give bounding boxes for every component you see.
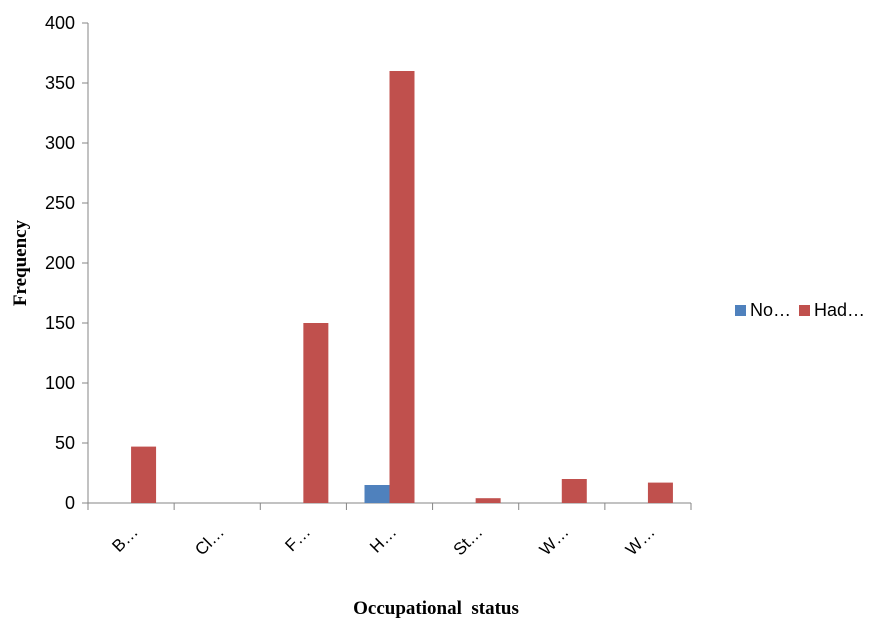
legend-swatch-series-1 — [735, 305, 746, 316]
bar-series-2 — [131, 446, 157, 503]
bar-series-2 — [475, 498, 501, 503]
legend: No… Had… — [735, 300, 873, 321]
y-tick-label: 150 — [45, 313, 75, 333]
y-tick-label: 300 — [45, 133, 75, 153]
x-category-label: W… — [536, 522, 573, 559]
y-tick-label: 400 — [45, 13, 75, 33]
bars — [131, 71, 673, 503]
bar-series-2 — [303, 323, 329, 503]
x-axis-title: Occupational status — [353, 598, 519, 619]
x-category-label: St… — [450, 522, 487, 559]
x-category-label: F… — [281, 522, 314, 555]
x-category-label: H… — [366, 522, 400, 556]
bar-series-2 — [561, 479, 587, 503]
x-axis: B… Cl… F… H… St… W… W… — [87, 502, 692, 559]
x-category-label: W… — [622, 522, 659, 559]
bar-series-2 — [389, 71, 415, 503]
legend-label-series-1: No… — [750, 300, 792, 320]
bar-series-2 — [647, 482, 673, 503]
legend-item-series-2: Had… — [799, 300, 865, 321]
y-tick-label: 350 — [45, 73, 75, 93]
y-tick-label: 50 — [55, 433, 75, 453]
y-tick-label: 100 — [45, 373, 75, 393]
x-category-label: B… — [108, 522, 141, 555]
y-tick-label: 0 — [65, 493, 75, 513]
y-tick-label: 200 — [45, 253, 75, 273]
y-tick-label: 250 — [45, 193, 75, 213]
legend-label-series-2: Had… — [814, 300, 866, 320]
legend-item-series-1: No… — [735, 300, 791, 321]
legend-swatch-series-2 — [799, 305, 811, 316]
bar-series-1 — [364, 485, 390, 503]
x-category-label: Cl… — [191, 522, 228, 559]
y-axis: 0 50 100 150 200 250 300 350 400 — [45, 13, 89, 513]
y-axis-title: Frequency — [10, 219, 31, 306]
